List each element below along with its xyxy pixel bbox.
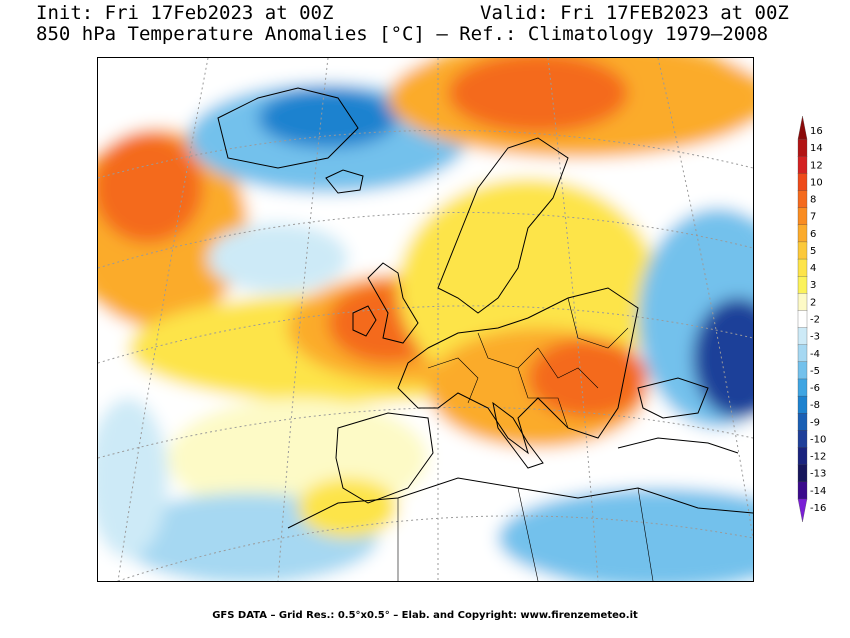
colorbar-swatch <box>797 395 808 414</box>
colorbar-tick-label: -2 <box>810 315 820 326</box>
colorbar-tick-label: -8 <box>810 400 820 411</box>
colorbar-swatch <box>797 310 808 329</box>
colorbar-tick-label: -12 <box>810 452 826 463</box>
colorbar-swatch <box>797 224 808 243</box>
colorbar-swatch <box>797 413 808 431</box>
colorbar-tick-label: 10 <box>810 177 823 188</box>
map-canvas <box>98 58 753 581</box>
graticule <box>98 58 753 581</box>
colorbar-swatch <box>797 361 808 380</box>
data-credit-footer: GFS DATA – Grid Res.: 0.5°x0.5° – Elab. … <box>212 610 638 621</box>
anomaly-field <box>98 58 753 581</box>
colorbar-swatch <box>797 258 808 277</box>
map-title: 850 hPa Temperature Anomalies [°C] – Ref… <box>36 23 769 45</box>
colorbar-swatch <box>797 481 808 500</box>
colorbar-tick-label: 16 <box>810 126 823 137</box>
colorbar-swatch <box>797 327 808 346</box>
colorbar-tick-label: -13 <box>810 469 826 480</box>
coastlines <box>217 87 753 529</box>
colorbar-tick-label: -6 <box>810 383 820 394</box>
colorbar-tick-label: -4 <box>810 349 820 360</box>
colorbar-swatch <box>797 156 808 175</box>
colorbar-swatch <box>797 138 808 157</box>
colorbar-tick-label: 14 <box>810 143 823 154</box>
colorbar-tick-label: -16 <box>810 503 826 514</box>
colorbar-swatch <box>797 447 808 466</box>
valid-time-label: Valid: Fri 17FEB2023 at 00Z <box>480 2 789 24</box>
colorbar-tick-label: 4 <box>810 263 816 274</box>
colorbar-tick-label: -10 <box>810 434 826 445</box>
colorbar-swatch <box>797 498 808 523</box>
colorbar-swatch <box>797 378 808 397</box>
colorbar: 16 14 12 10 8 7 6 5 4 3 2 -2 -3 -4 -5 -6 -8 -9 -10 -12 -13 -1… <box>797 115 826 523</box>
colorbar-swatch <box>797 173 808 192</box>
colorbar-swatch <box>797 293 808 312</box>
anomaly-map <box>97 57 754 582</box>
colorbar-swatch <box>797 190 808 209</box>
colorbar-swatch <box>797 115 808 140</box>
colorbar-tick-label: -5 <box>810 366 820 377</box>
colorbar-swatch <box>797 207 808 226</box>
colorbar-labels: 16 14 12 10 8 7 6 5 4 3 2 -2 -3 -4 -5 -6 -8 -9 -10 -12 -13 -1… <box>810 126 826 514</box>
colorbar-tick-label: -14 <box>810 486 826 497</box>
colorbar-swatch <box>797 344 808 363</box>
colorbar-tick-label: 2 <box>810 297 816 308</box>
colorbar-tick-label: 3 <box>810 280 816 291</box>
init-time-label: Init: Fri 17Feb2023 at 00Z <box>36 2 334 24</box>
colorbar-swatch <box>797 276 808 294</box>
colorbar-swatch <box>797 241 808 260</box>
colorbar-tick-label: 12 <box>810 160 823 171</box>
colorbar-tick-label: -3 <box>810 332 820 343</box>
colorbar-tick-label: -9 <box>810 417 820 428</box>
colorbar-tick-label: 6 <box>810 229 816 240</box>
colorbar-swatch <box>797 430 808 449</box>
colorbar-swatch <box>797 464 808 483</box>
colorbar-tick-label: 5 <box>810 246 816 257</box>
colorbar-tick-label: 7 <box>810 212 816 223</box>
colorbar-swatches <box>797 115 808 523</box>
borders <box>397 297 654 581</box>
colorbar-tick-label: 8 <box>810 195 816 206</box>
